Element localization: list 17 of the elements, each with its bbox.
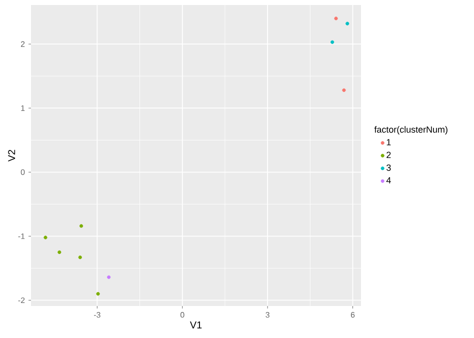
point [330,40,334,44]
legend-label: 1 [386,139,391,146]
legend-label: 3 [386,164,391,171]
point [342,88,346,92]
y-axis-title: V2 [8,150,16,162]
point [78,256,82,260]
point [334,16,338,20]
legend-label: 4 [386,177,391,184]
point [58,250,62,254]
point [346,22,350,26]
point [79,224,84,228]
point [107,275,111,279]
point [96,292,100,296]
point [44,236,48,240]
legend-title: factor(clusterNum) [374,126,448,134]
x-axis-title: V1 [190,322,202,328]
legend-label: 2 [386,152,391,158]
